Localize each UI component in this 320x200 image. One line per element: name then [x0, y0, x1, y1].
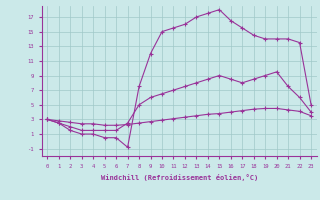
X-axis label: Windchill (Refroidissement éolien,°C): Windchill (Refroidissement éolien,°C) — [100, 174, 258, 181]
